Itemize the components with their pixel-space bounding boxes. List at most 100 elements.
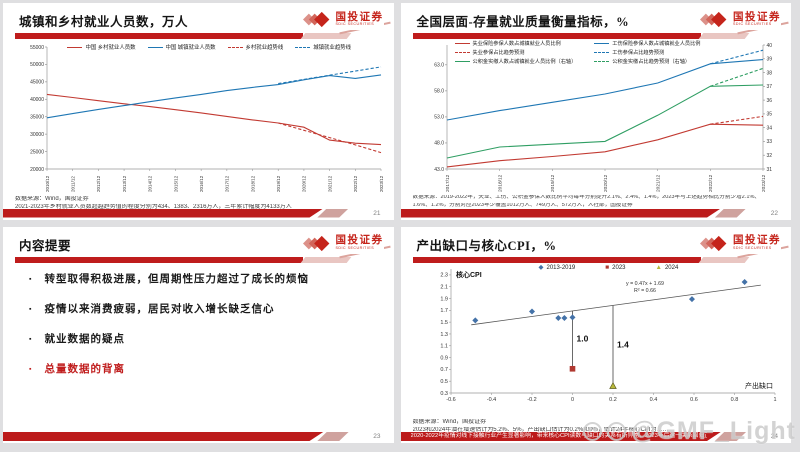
bullet-list: ▪ 转型取得积极进展，但周期性压力超过了成长的烦恼 ▪ 疫情以来消费疲弱，居民对收入增… bbox=[29, 273, 380, 394]
svg-text:58.0: 58.0 bbox=[434, 89, 444, 95]
bullet-text: 就业数据的疑点 bbox=[44, 333, 125, 345]
brand-logo: 国投证券 SDIC SECURITIES bbox=[697, 9, 781, 30]
banner-red-band bbox=[3, 208, 324, 218]
bottom-banner bbox=[3, 432, 394, 441]
svg-text:0.8: 0.8 bbox=[730, 397, 738, 403]
legend-label: 失业参保占比趋势预测 bbox=[472, 50, 525, 56]
svg-text:2021/12: 2021/12 bbox=[655, 174, 661, 192]
brand-text: 国投证券 SDIC SECURITIES bbox=[733, 235, 781, 251]
legend-label: 中国 乡村就业人员数 bbox=[85, 45, 136, 51]
legend-line-swatch-icon bbox=[147, 46, 163, 48]
svg-text:2017/12: 2017/12 bbox=[444, 174, 450, 192]
brand-logo: 国投证券 SDIC SECURITIES bbox=[299, 232, 384, 254]
brand-subtitle: SDIC SECURITIES bbox=[335, 22, 375, 27]
svg-text:20000: 20000 bbox=[30, 167, 44, 173]
chart-legend: ◆ 2013-2019 ■ 2023 ▲ 2024 bbox=[538, 263, 679, 272]
svg-text:1.3: 1.3 bbox=[440, 331, 448, 337]
svg-text:35: 35 bbox=[766, 112, 772, 118]
scatter-chart: -0.6 -0.4 -0.2 0 0.2 0.4 0.6 0.8 1 0.3 0.5 0.7 0.9 1.… bbox=[440, 268, 776, 403]
svg-text:2021/12: 2021/12 bbox=[327, 175, 332, 192]
banner-red-band bbox=[400, 432, 721, 441]
svg-text:0.9: 0.9 bbox=[440, 355, 448, 361]
bullet-item: ▪ 总量数据的背离 bbox=[29, 363, 380, 376]
brand-diamonds-icon bbox=[302, 11, 329, 28]
svg-text:2020/12: 2020/12 bbox=[302, 175, 307, 192]
svg-text:35000: 35000 bbox=[30, 115, 44, 121]
brand-subtitle: SDIC SECURITIES bbox=[733, 22, 772, 27]
quality-line-chart: 43.0 48.0 53.0 58.0 63.0 31 32 33 34 35 36 37 38 39 40… bbox=[434, 43, 772, 192]
svg-text:0.3: 0.3 bbox=[440, 390, 448, 396]
watermark: @GMF_Light bbox=[583, 417, 796, 446]
svg-text:2010/12: 2010/12 bbox=[45, 175, 50, 192]
legend-line-swatch-icon bbox=[594, 43, 610, 44]
legend-item: 乡村就业趋势线 bbox=[227, 43, 284, 51]
legend-marker-icon: ◆ bbox=[538, 263, 544, 271]
svg-text:50000: 50000 bbox=[30, 62, 44, 68]
brand-logo: 国投证券 SDIC SECURITIES bbox=[299, 9, 384, 30]
svg-text:2015/12: 2015/12 bbox=[173, 175, 178, 192]
bullet-marker-icon: ▪ bbox=[29, 334, 33, 343]
legend-label: 工伤保险参保人数占城镇就业人员比例 bbox=[612, 41, 701, 47]
svg-text:2023/12: 2023/12 bbox=[379, 175, 384, 192]
svg-text:0.7: 0.7 bbox=[440, 367, 448, 373]
legend-item: 失业参保占比趋势预测 bbox=[454, 49, 577, 56]
svg-text:31: 31 bbox=[766, 167, 772, 173]
svg-text:1.4: 1.4 bbox=[617, 339, 629, 349]
svg-text:2.1: 2.1 bbox=[440, 284, 448, 290]
svg-text:2022/12: 2022/12 bbox=[353, 175, 358, 192]
svg-text:0.6: 0.6 bbox=[690, 397, 698, 403]
chart-legend: 中国 乡村就业人员数 中国 城镇就业人员数 乡村就业趋势线 城镇就业趋势线 bbox=[31, 43, 388, 51]
title-underline-bar bbox=[412, 256, 701, 263]
legend-line-swatch-icon bbox=[227, 46, 243, 48]
legend-line-swatch-icon bbox=[454, 61, 470, 62]
source-note: 数据来源：Wind，国投证券 bbox=[15, 196, 89, 202]
legend-item: 城镇就业趋势线 bbox=[295, 43, 351, 51]
slide-title: 城镇和乡村就业人员数，万人 bbox=[19, 15, 189, 29]
svg-text:2019/12: 2019/12 bbox=[550, 174, 556, 192]
svg-text:-0.4: -0.4 bbox=[486, 397, 495, 403]
svg-text:2017/12: 2017/12 bbox=[225, 175, 230, 192]
legend-label: 公积金实缴人数占城镇就业人员比例（右轴） bbox=[472, 59, 577, 65]
source-note-2: 2021-2023年乡村就业人员数超越趋势值的程度分别为434、1383、231… bbox=[15, 204, 292, 210]
svg-text:38: 38 bbox=[766, 70, 772, 76]
bullet-marker-icon: ▪ bbox=[29, 274, 33, 283]
svg-text:-0.6: -0.6 bbox=[446, 397, 455, 403]
bullet-marker-icon: ▪ bbox=[29, 304, 33, 313]
banner-wedge bbox=[317, 208, 349, 218]
bullet-marker-icon: ▪ bbox=[29, 364, 33, 373]
bullet-text: 转型取得积极进展，但周期性压力超过了成长的烦恼 bbox=[44, 273, 309, 285]
svg-text:2016/12: 2016/12 bbox=[199, 175, 204, 192]
legend-item: ▲ 2024 bbox=[656, 264, 679, 272]
legend-item: 工伤参保占比趋势预测 bbox=[594, 49, 700, 56]
brand-diamonds-icon bbox=[700, 11, 727, 28]
bullet-item: ▪ 就业数据的疑点 bbox=[29, 333, 380, 346]
svg-text:1.5: 1.5 bbox=[440, 319, 448, 325]
source-note: 数据来源：2019-2022年，失业、工伤、公积金参保人数比例平均每年分别提升2… bbox=[412, 195, 761, 200]
legend-label: 乡村就业趋势线 bbox=[245, 45, 284, 51]
banner-wedge bbox=[317, 432, 349, 441]
svg-text:产出缺口: 产出缺口 bbox=[745, 381, 773, 390]
svg-text:2018/12: 2018/12 bbox=[497, 174, 503, 192]
slide-employment-count: 城镇和乡村就业人员数，万人 国投证券 SDIC SECURITIES 中国 乡村… bbox=[3, 3, 394, 220]
svg-text:55000: 55000 bbox=[30, 45, 44, 51]
svg-text:2012/12: 2012/12 bbox=[96, 175, 101, 192]
svg-text:0.2: 0.2 bbox=[609, 397, 617, 403]
slide-title: 内容提要 bbox=[19, 238, 72, 253]
laughing-face-icon bbox=[583, 422, 603, 441]
svg-text:核心CPI: 核心CPI bbox=[456, 270, 482, 279]
legend-label: 中国 城镇就业人员数 bbox=[165, 45, 216, 51]
slide-title: 产出缺口与核心CPI，% bbox=[416, 238, 557, 253]
svg-text:1: 1 bbox=[773, 397, 776, 403]
legend-line-swatch-icon bbox=[454, 43, 470, 44]
svg-text:2018/12: 2018/12 bbox=[250, 175, 255, 192]
title-underline-bar bbox=[15, 256, 303, 263]
title-underline-bar bbox=[15, 33, 303, 39]
slide-content-summary: 内容提要 国投证券 SDIC SECURITIES ▪ 转型取得积极进展，但周期性… bbox=[3, 226, 394, 443]
brand-subtitle: SDIC SECURITIES bbox=[335, 245, 375, 250]
legend-line-swatch-icon bbox=[67, 46, 83, 48]
svg-text:37: 37 bbox=[766, 84, 772, 90]
title-underline-bar bbox=[412, 33, 701, 39]
bullet-text: 总量数据的背离 bbox=[44, 363, 125, 375]
svg-text:2013/12: 2013/12 bbox=[122, 175, 127, 192]
brand-text: 国投证券 SDIC SECURITIES bbox=[733, 12, 781, 28]
